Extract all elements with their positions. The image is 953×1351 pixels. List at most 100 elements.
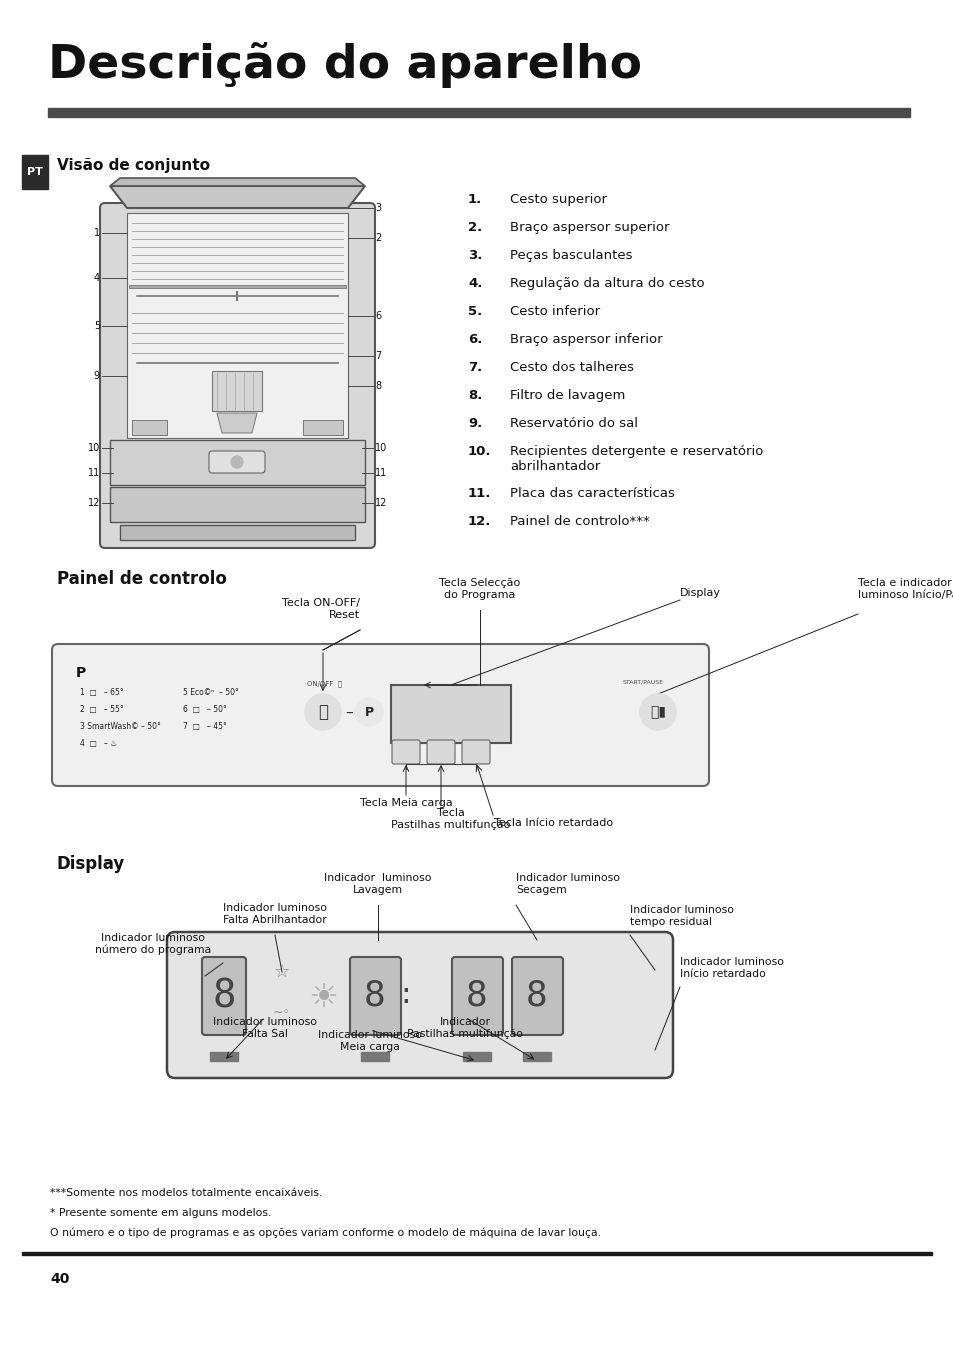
Text: 3.: 3. xyxy=(468,249,482,262)
Polygon shape xyxy=(216,413,256,434)
Text: 1.: 1. xyxy=(468,193,482,205)
Text: START/PAUSE: START/PAUSE xyxy=(622,680,663,685)
Bar xyxy=(303,420,343,435)
Bar xyxy=(22,1252,931,1255)
Text: Recipientes detergente e reservatório
abrilhantador: Recipientes detergente e reservatório ab… xyxy=(510,444,762,473)
Text: 4.: 4. xyxy=(468,277,482,290)
Text: ⏵▮: ⏵▮ xyxy=(649,705,665,719)
Text: Cesto inferior: Cesto inferior xyxy=(510,305,599,317)
Text: 10: 10 xyxy=(375,443,387,453)
FancyBboxPatch shape xyxy=(512,957,562,1035)
Text: Indicador
Pastilhas multifunção: Indicador Pastilhas multifunção xyxy=(407,1017,522,1039)
Text: Peças basculantes: Peças basculantes xyxy=(510,249,632,262)
Text: P: P xyxy=(364,705,374,719)
Text: Cesto dos talheres: Cesto dos talheres xyxy=(510,361,634,374)
Text: Cesto superior: Cesto superior xyxy=(510,193,606,205)
Text: Visão de conjunto: Visão de conjunto xyxy=(57,158,210,173)
Text: Braço aspersor inferior: Braço aspersor inferior xyxy=(510,332,662,346)
Bar xyxy=(210,1052,237,1061)
Text: 11: 11 xyxy=(375,467,387,478)
Bar xyxy=(48,108,909,118)
Text: 3 SmartWash© – 50°: 3 SmartWash© – 50° xyxy=(80,721,161,731)
Bar xyxy=(120,526,355,540)
Text: 2: 2 xyxy=(375,232,381,243)
FancyBboxPatch shape xyxy=(392,740,419,765)
Text: Braço aspersor superior: Braço aspersor superior xyxy=(510,222,669,234)
Text: Indicador luminoso
tempo residual: Indicador luminoso tempo residual xyxy=(629,905,733,927)
Bar xyxy=(22,155,48,189)
Circle shape xyxy=(305,694,340,730)
Bar xyxy=(522,1052,551,1061)
Text: 40: 40 xyxy=(50,1273,70,1286)
Text: 9.: 9. xyxy=(468,417,482,430)
Text: 5: 5 xyxy=(93,322,100,331)
Text: 2  □   – 55°: 2 □ – 55° xyxy=(80,705,124,713)
Text: 7  □   – 45°: 7 □ – 45° xyxy=(183,721,227,731)
Text: Display: Display xyxy=(57,855,125,873)
Text: 12: 12 xyxy=(88,499,100,508)
Bar xyxy=(132,420,167,435)
Text: Tecla
Pastilhas multifunção: Tecla Pastilhas multifunção xyxy=(391,808,510,830)
Text: Indicador luminoso
Meia carga: Indicador luminoso Meia carga xyxy=(317,1029,421,1051)
Bar xyxy=(129,285,346,288)
Bar xyxy=(127,213,348,438)
Bar xyxy=(110,440,365,485)
Polygon shape xyxy=(110,186,365,208)
Text: Tecla e indicador
luminoso Início/Pausa: Tecla e indicador luminoso Início/Pausa xyxy=(857,578,953,600)
Bar xyxy=(462,1052,491,1061)
Text: Painel de controlo***: Painel de controlo*** xyxy=(510,515,649,528)
FancyBboxPatch shape xyxy=(427,740,455,765)
Text: O número e o tipo de programas e as opções variam conforme o modelo de máquina d: O número e o tipo de programas e as opçõ… xyxy=(50,1228,600,1239)
Text: 10.: 10. xyxy=(468,444,491,458)
Text: Placa das características: Placa das características xyxy=(510,486,674,500)
FancyBboxPatch shape xyxy=(100,203,375,549)
FancyBboxPatch shape xyxy=(202,957,246,1035)
Text: Indicador luminoso
Falta Abrilhantador: Indicador luminoso Falta Abrilhantador xyxy=(223,902,327,924)
Text: Descrição do aparelho: Descrição do aparelho xyxy=(48,42,641,88)
Text: Tecla ON-OFF/
Reset: Tecla ON-OFF/ Reset xyxy=(282,598,359,620)
FancyBboxPatch shape xyxy=(452,957,502,1035)
Text: 5 Eco©ⁿ  – 50°: 5 Eco©ⁿ – 50° xyxy=(183,688,238,697)
Text: 12.: 12. xyxy=(468,515,491,528)
Text: Display: Display xyxy=(679,588,720,598)
Text: Painel de controlo: Painel de controlo xyxy=(57,570,227,588)
Text: Indicador luminoso
Falta Sal: Indicador luminoso Falta Sal xyxy=(213,1017,316,1039)
Text: Indicador luminoso
Secagem: Indicador luminoso Secagem xyxy=(516,873,619,894)
Text: ☆: ☆ xyxy=(274,963,290,981)
Polygon shape xyxy=(110,178,365,186)
FancyBboxPatch shape xyxy=(52,644,708,786)
Text: 4: 4 xyxy=(93,273,100,282)
Text: Tecla Início retardado: Tecla Início retardado xyxy=(494,817,613,828)
Text: 3: 3 xyxy=(375,203,381,213)
Circle shape xyxy=(639,694,676,730)
Text: Filtro de lavagem: Filtro de lavagem xyxy=(510,389,625,403)
Text: 2.: 2. xyxy=(468,222,482,234)
Text: 6  □   – 50°: 6 □ – 50° xyxy=(183,705,227,713)
Text: –: – xyxy=(345,704,353,720)
Bar xyxy=(110,486,365,521)
Text: 11.: 11. xyxy=(468,486,491,500)
Text: 8: 8 xyxy=(213,977,235,1015)
Text: Indicador luminoso
Início retardado: Indicador luminoso Início retardado xyxy=(679,957,783,978)
Text: 8: 8 xyxy=(375,381,381,390)
Text: ∼◦: ∼◦ xyxy=(273,1005,291,1019)
Text: Reservatório do sal: Reservatório do sal xyxy=(510,417,638,430)
Text: 7.: 7. xyxy=(468,361,482,374)
Text: ***Somente nos modelos totalmente encaixáveis.: ***Somente nos modelos totalmente encaix… xyxy=(50,1188,322,1198)
Text: ⏻: ⏻ xyxy=(317,703,328,721)
Bar xyxy=(360,1052,389,1061)
Text: 9: 9 xyxy=(93,372,100,381)
Text: 7: 7 xyxy=(375,351,381,361)
Text: :: : xyxy=(397,981,414,1009)
Text: 8: 8 xyxy=(466,979,487,1013)
Text: * Presente somente em alguns modelos.: * Presente somente em alguns modelos. xyxy=(50,1208,271,1219)
Text: Regulação da altura do cesto: Regulação da altura do cesto xyxy=(510,277,704,290)
Text: 6: 6 xyxy=(375,311,381,322)
Text: Tecla Selecção
do Programa: Tecla Selecção do Programa xyxy=(439,578,520,600)
Text: 8.: 8. xyxy=(468,389,482,403)
Bar xyxy=(391,685,511,743)
Circle shape xyxy=(355,698,382,725)
Text: 4  □   – ♨: 4 □ – ♨ xyxy=(80,739,117,748)
Text: 1: 1 xyxy=(93,228,100,238)
FancyBboxPatch shape xyxy=(350,957,400,1035)
